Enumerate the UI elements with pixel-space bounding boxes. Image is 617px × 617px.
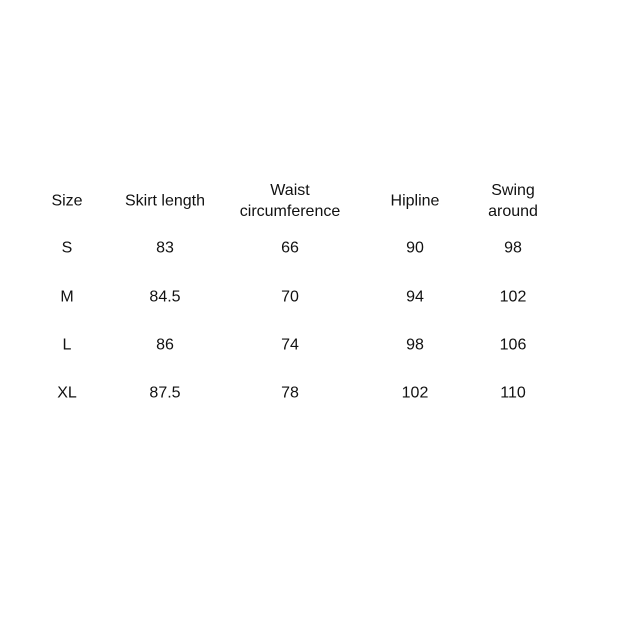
table-cell: 74 [281, 336, 299, 354]
column-header: Skirt length [124, 192, 206, 210]
table-cell: 78 [281, 384, 299, 402]
table-cell: 70 [281, 288, 299, 306]
column-header: Waist circumference [239, 182, 341, 220]
table-cell: S [61, 239, 73, 257]
table-cell: 106 [499, 336, 527, 354]
table-cell: M [60, 288, 74, 306]
column-header: Hipline [390, 192, 440, 210]
column-header: Size [51, 192, 83, 210]
column-header: Swing around [488, 182, 538, 220]
table-cell: L [62, 336, 72, 354]
table-cell: 98 [504, 239, 522, 257]
table-cell: 86 [156, 336, 174, 354]
table-cell: 94 [406, 288, 424, 306]
table-cell: 87.5 [149, 384, 181, 402]
table-cell: 84.5 [149, 288, 181, 306]
table-cell: 102 [499, 288, 527, 306]
table-cell: XL [57, 384, 77, 402]
table-cell: 110 [500, 384, 526, 402]
table-cell: 98 [406, 336, 424, 354]
table-cell: 102 [401, 384, 429, 402]
table-cell: 90 [406, 239, 424, 257]
table-cell: 66 [281, 239, 299, 257]
table-cell: 83 [156, 239, 174, 257]
